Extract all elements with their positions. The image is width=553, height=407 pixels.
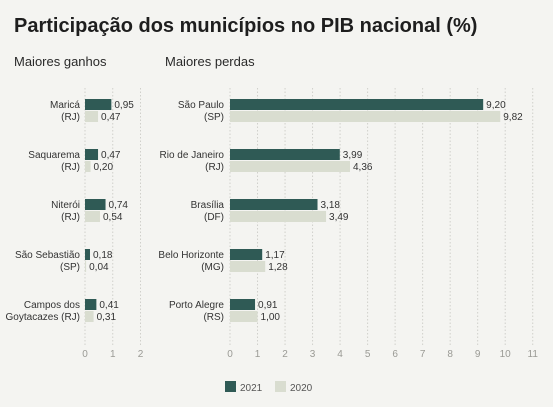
panel-title: Maiores ganhos [14,54,107,69]
chart-title: Participação dos municípios no PIB nacio… [14,15,477,37]
category-label: Saquarema [28,150,80,161]
category-label: (RJ) [205,162,224,173]
category-label: Porto Alegre [169,300,224,311]
bar-2020 [85,161,91,172]
bar-group: Porto Alegre(RS) 0,911,00 [169,299,280,323]
category-label: (RJ) [61,112,80,123]
x-tick-label: 0 [227,349,233,360]
bar-2020 [230,311,258,322]
data-label: 0,18 [93,250,113,261]
bar-group: Maricá(RJ) 0,950,47 [50,99,134,123]
x-tick-label: 1 [255,349,261,360]
category-label: (RJ) [61,212,80,223]
x-tick-label: 9 [475,349,481,360]
chart-panel-2: Maiores perdas 0 1 2 3 4 5 6 7 8 9 10 11 São Paulo(SP… [158,54,538,360]
x-tick-label: 6 [392,349,398,360]
data-label: 0,41 [99,300,119,311]
category-label: (RJ) [61,162,80,173]
bar-2020 [85,261,87,272]
data-label: 1,00 [261,312,281,323]
bar-2020 [230,111,501,122]
panel-title: Maiores perdas [165,54,255,69]
legend-label: 2021 [240,383,263,394]
bar-group: Niterói(RJ) 0,740,54 [51,199,128,223]
category-label: Rio de Janeiro [160,150,225,161]
legend-swatch-2020 [275,381,286,392]
x-tick-label: 5 [365,349,371,360]
bar-2021 [85,199,106,210]
bar-2020 [85,211,100,222]
legend: 2021 2020 [225,381,313,394]
data-label: 0,04 [89,262,109,273]
bar-2021 [230,149,340,160]
x-tick-label: 0 [82,349,88,360]
bar-group: Brasília(DF) 3,183,49 [191,199,349,223]
category-label: São Paulo [178,100,225,111]
category-label: (SP) [60,262,80,273]
x-tick-label: 2 [138,349,144,360]
data-label: 0,31 [97,312,117,323]
data-label: 3,49 [329,212,349,223]
category-label: Niterói [51,200,80,211]
data-label: 0,54 [103,212,123,223]
bar-2021 [85,99,112,110]
category-label: Brasília [191,200,225,211]
bar-group: Rio de Janeiro(RJ) 3,994,36 [160,149,373,173]
x-tick-label: 7 [420,349,426,360]
category-label: (DF) [204,212,224,223]
category-label: Goytacazes (RJ) [6,312,80,323]
data-label: 3,99 [343,150,363,161]
bar-2020 [85,111,99,122]
category-label: São Sebastião [15,250,80,261]
category-label: Maricá [50,100,80,111]
data-label: 9,82 [503,112,523,123]
bar-2021 [230,99,484,110]
x-tick-label: 11 [528,349,539,360]
data-label: 0,91 [258,300,278,311]
data-label: 3,18 [321,200,341,211]
bar-2021 [85,149,99,160]
x-tick-label: 3 [310,349,316,360]
bar-2020 [85,311,94,322]
category-label: Campos dos [24,300,80,311]
x-tick-label: 8 [447,349,453,360]
bar-2021 [230,249,263,260]
bar-2021 [230,299,256,310]
data-label: 0,74 [109,200,129,211]
category-label: Belo Horizonte [158,250,224,261]
category-label: (MG) [201,262,224,273]
bar-2021 [85,299,97,310]
bar-group: São Sebastião(SP) 0,180,04 [15,249,113,273]
bar-2020 [230,261,266,272]
bar-group: São Paulo(SP) 9,209,82 [178,99,523,123]
data-label: 4,36 [353,162,373,173]
data-label: 0,47 [101,112,121,123]
bar-2021 [85,249,90,260]
legend-label: 2020 [290,383,313,394]
bar-2020 [230,211,327,222]
legend-swatch-2021 [225,381,236,392]
bar-group: Belo Horizonte(MG) 1,171,28 [158,249,288,273]
data-label: 9,20 [486,100,506,111]
x-tick-label: 4 [337,349,343,360]
x-tick-label: 10 [500,349,512,360]
data-label: 1,28 [268,262,288,273]
x-tick-label: 1 [110,349,116,360]
bar-2021 [230,199,318,210]
data-label: 0,20 [94,162,114,173]
x-tick-label: 2 [282,349,288,360]
data-label: 0,47 [101,150,121,161]
data-label: 1,17 [265,250,285,261]
bar-2020 [230,161,350,172]
category-label: (SP) [204,112,224,123]
data-label: 0,95 [114,100,134,111]
category-label: (RS) [203,312,224,323]
bar-group: Saquarema(RJ) 0,470,20 [28,149,121,173]
